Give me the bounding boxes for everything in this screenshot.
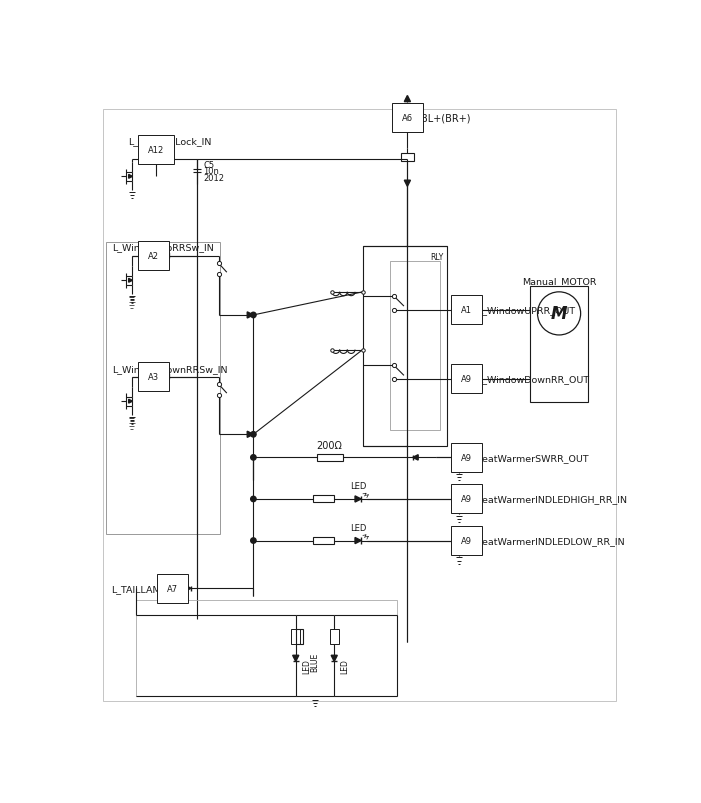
Text: 2012: 2012 [203, 173, 224, 182]
Bar [362, 247, 447, 446]
Text: L_WindowUpRRSw_IN: L_WindowUpRRSw_IN [112, 244, 215, 253]
Text: 200Ω: 200Ω [317, 441, 343, 451]
Text: A9: A9 [461, 495, 472, 503]
Circle shape [251, 455, 256, 460]
Polygon shape [247, 432, 253, 438]
Polygon shape [355, 496, 361, 503]
Text: L_WindowDownRRSw_IN: L_WindowDownRRSw_IN [112, 365, 228, 374]
Text: C5: C5 [203, 161, 215, 170]
Polygon shape [186, 586, 191, 591]
Polygon shape [413, 455, 418, 460]
Polygon shape [164, 254, 170, 259]
Text: A3: A3 [148, 373, 159, 381]
Bar [107, 243, 220, 535]
Text: A9: A9 [461, 454, 472, 463]
Bar [313, 537, 334, 544]
Text: BL+(BR+): BL+(BR+) [421, 113, 471, 123]
Polygon shape [247, 312, 253, 319]
Text: L_WindowLock_IN: L_WindowLock_IN [128, 137, 211, 145]
Text: 10n: 10n [203, 167, 219, 176]
Text: A6: A6 [402, 113, 413, 122]
Text: A12: A12 [148, 145, 165, 155]
Text: L_TAILLAMP_IN: L_TAILLAMP_IN [111, 584, 181, 593]
Text: L_WindowUPRR_OUT: L_WindowUPRR_OUT [477, 306, 575, 315]
Bar [135, 600, 397, 696]
Circle shape [251, 432, 256, 438]
Bar [530, 287, 588, 402]
Polygon shape [331, 655, 337, 662]
Bar [296, 630, 304, 645]
Polygon shape [404, 96, 411, 103]
Text: SeatWarmerINDLEDLOW_RR_IN: SeatWarmerINDLEDLOW_RR_IN [477, 536, 625, 545]
Text: SeatWarmerINDLEDHIGH_RR_IN: SeatWarmerINDLEDHIGH_RR_IN [477, 495, 627, 503]
Polygon shape [404, 181, 411, 187]
Circle shape [251, 313, 256, 318]
Polygon shape [129, 279, 132, 283]
Bar [390, 262, 440, 431]
Text: M: M [551, 305, 567, 323]
Text: RLY: RLY [430, 252, 444, 262]
Text: L_WindowDownRR_OUT: L_WindowDownRR_OUT [477, 375, 589, 384]
Circle shape [251, 538, 256, 544]
Polygon shape [164, 374, 170, 380]
Text: SeatWarmerSWRR_OUT: SeatWarmerSWRR_OUT [477, 454, 590, 463]
Text: A1: A1 [461, 306, 472, 315]
Polygon shape [355, 538, 361, 544]
Polygon shape [129, 400, 132, 404]
Text: LED: LED [350, 482, 367, 491]
Bar [317, 454, 343, 462]
Text: BLUE: BLUE [311, 652, 320, 671]
Text: LED: LED [302, 658, 311, 673]
Text: A2: A2 [148, 252, 159, 261]
Bar [291, 630, 300, 645]
Text: A9: A9 [461, 375, 472, 384]
Bar [329, 630, 339, 645]
Polygon shape [292, 655, 299, 662]
Polygon shape [129, 175, 132, 179]
Text: Manual_MOTOR: Manual_MOTOR [522, 276, 597, 285]
Bar [313, 496, 334, 503]
Text: A9: A9 [461, 536, 472, 545]
Text: LED: LED [350, 524, 367, 532]
Text: LED: LED [341, 658, 349, 673]
Circle shape [251, 496, 256, 502]
Text: A7: A7 [167, 584, 178, 593]
Bar [401, 154, 414, 161]
